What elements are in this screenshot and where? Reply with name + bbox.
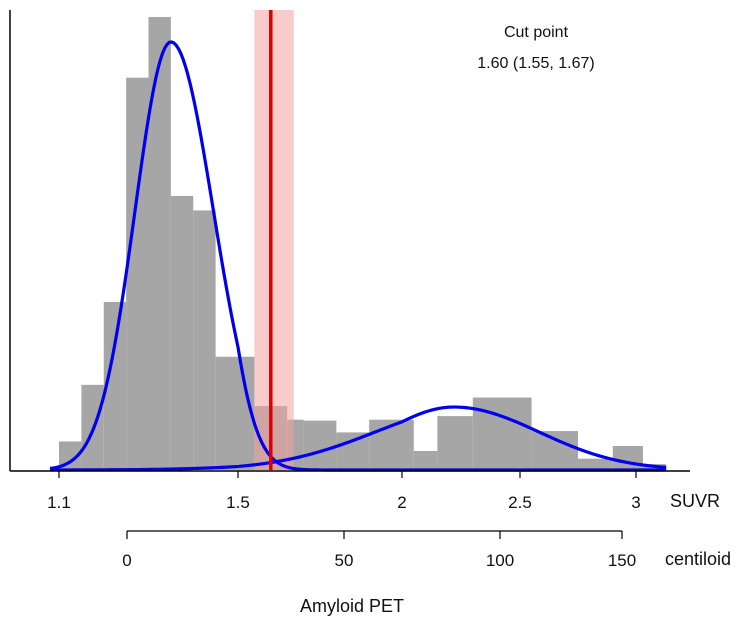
suvr-tick-label-0: 1.1: [47, 493, 71, 512]
histogram-bar-4: [126, 77, 149, 471]
cut-point-title: Cut point: [504, 24, 569, 41]
centiloid-axis: 0 50 100 150: [122, 530, 636, 570]
centiloid-tick-label-2: 100: [486, 551, 514, 570]
histogram-bar-16: [413, 450, 438, 470]
histogram-bar-5: [148, 17, 171, 470]
cut-point-ci-band: [254, 10, 294, 470]
histogram-bar-1: [59, 441, 82, 470]
histogram-bar-13: [303, 420, 337, 470]
histogram-bar-7: [193, 210, 216, 470]
confidence-band: [254, 10, 294, 470]
secondary-axis-name: centiloid: [665, 549, 731, 569]
histogram-bar-8: [215, 356, 238, 470]
histogram-bar-3: [103, 301, 127, 470]
histogram-bar-9: [238, 356, 255, 470]
primary-axis-name: SUVR: [670, 491, 720, 511]
density-curve-1: [49, 40, 667, 472]
suvr-tick-label-3: 2.5: [508, 493, 532, 512]
histogram-bar-19: [531, 431, 578, 470]
histogram-bar-15: [369, 419, 414, 470]
suvr-tick-label-2: 2: [397, 493, 406, 512]
histogram-bars: [50, 17, 667, 471]
centiloid-tick-label-0: 0: [122, 551, 131, 570]
histogram-bar-6: [170, 195, 194, 470]
histogram-bar-18: [472, 397, 532, 470]
suvr-tick-label-1: 1.5: [226, 493, 250, 512]
axes: 1.1 1.5 2 2.5 3: [9, 10, 690, 512]
suvr-tick-label-4: 3: [631, 493, 640, 512]
histogram-bar-14: [336, 432, 370, 470]
histogram-bar-21: [612, 445, 643, 470]
density-curves: [49, 40, 667, 472]
x-axis-label: Amyloid PET: [300, 596, 404, 616]
density-curve-2: [50, 405, 667, 472]
cut-point-value: 1.60 (1.55, 1.67): [477, 55, 594, 72]
centiloid-tick-label-1: 50: [335, 551, 354, 570]
histogram-bar-17: [437, 416, 473, 470]
centiloid-tick-label-3: 150: [608, 551, 636, 570]
histogram-bar-20: [578, 458, 613, 470]
